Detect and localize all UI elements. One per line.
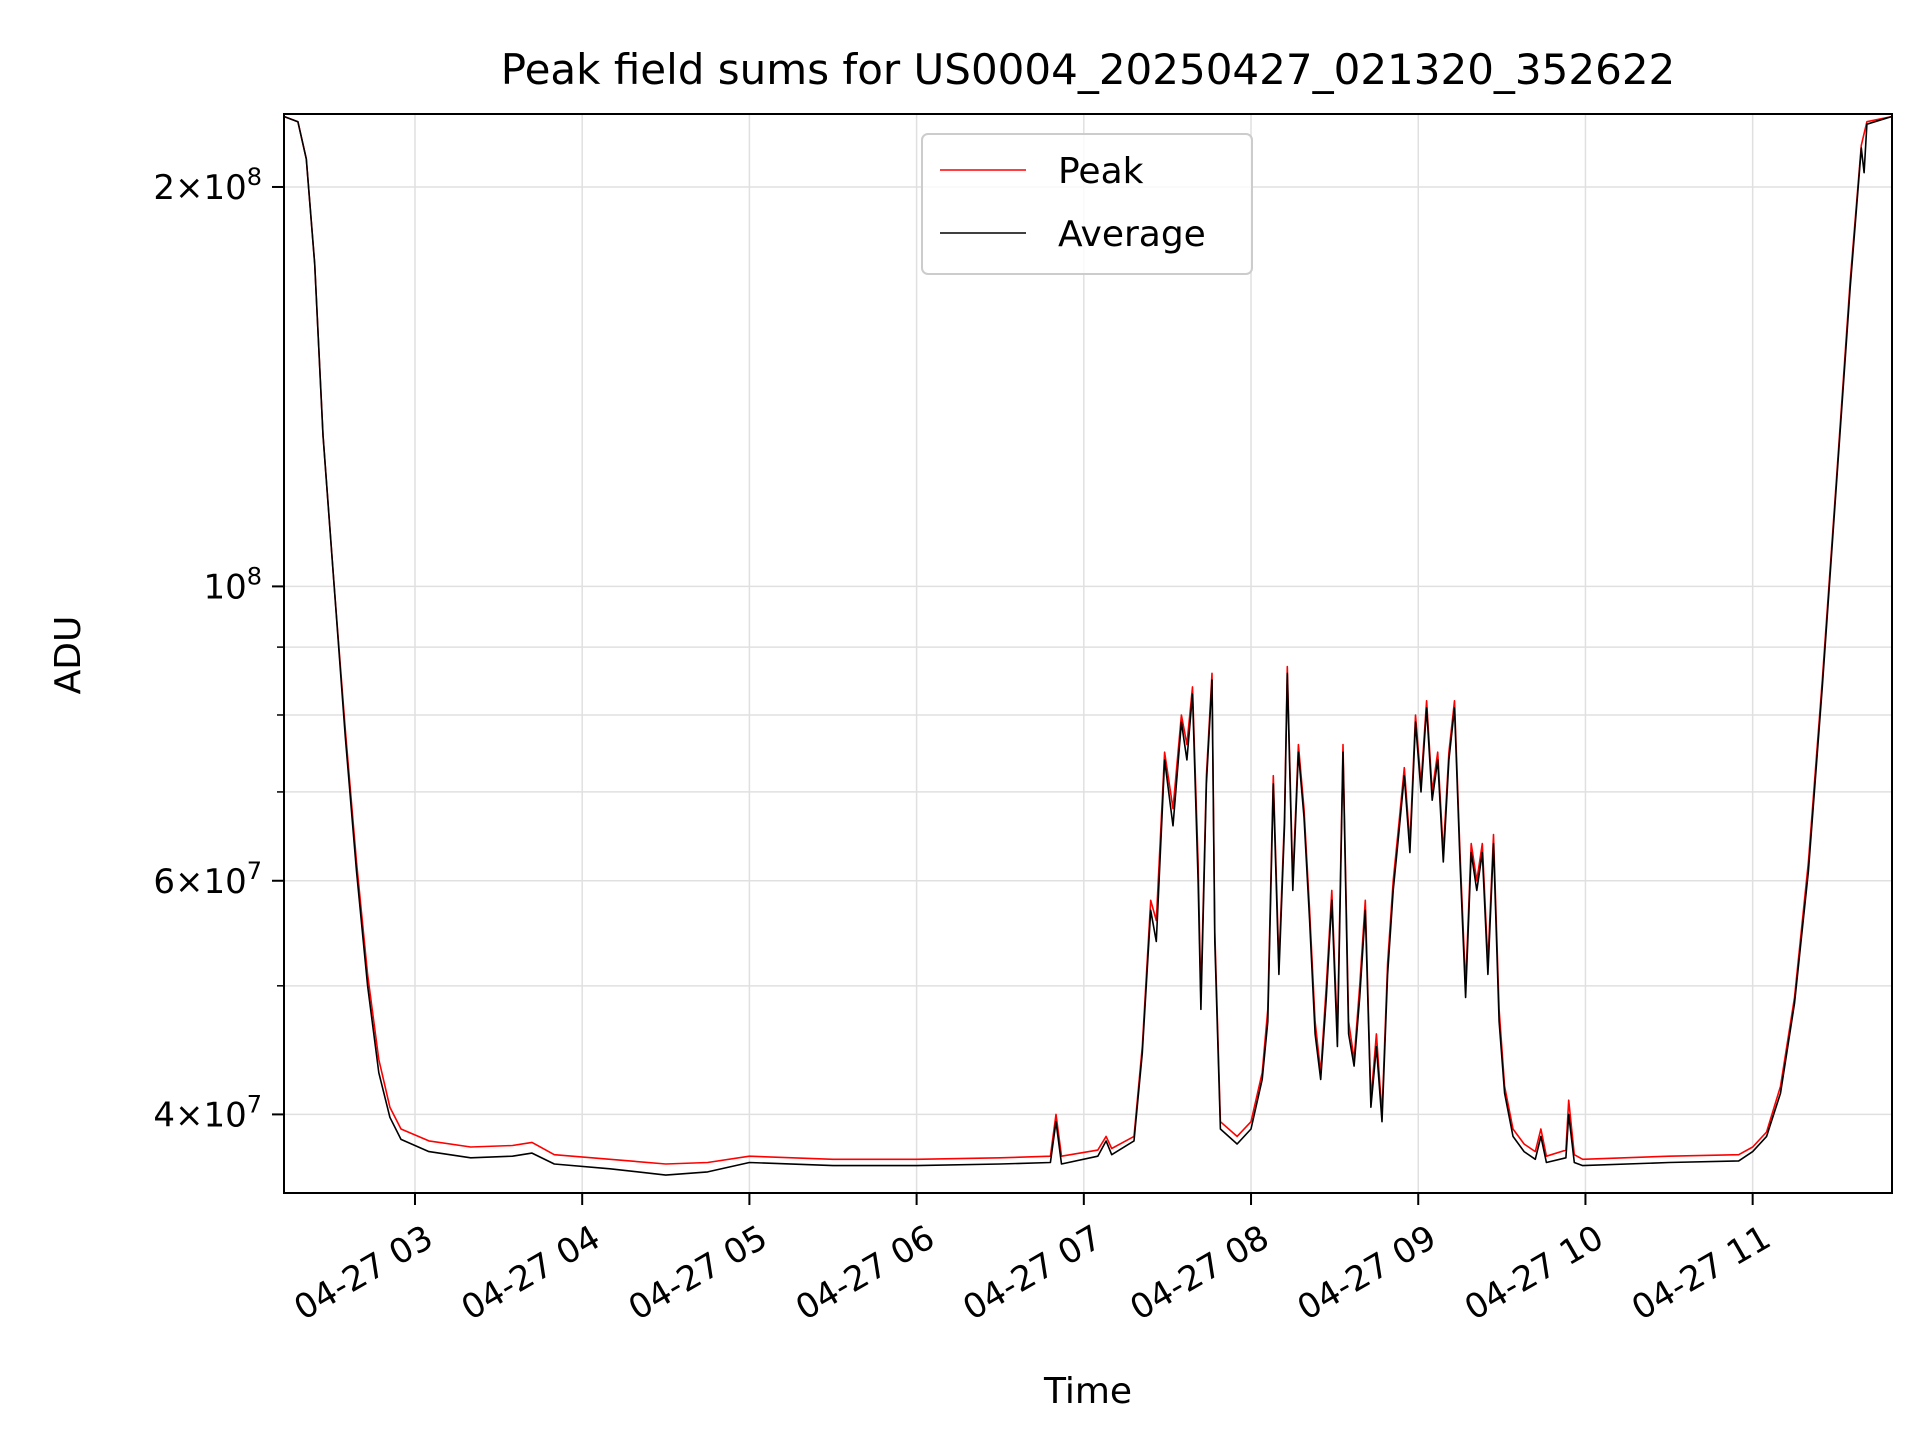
legend: Peak Average (921, 133, 1253, 275)
series-line-average (283, 115, 1893, 1176)
y-tick-label: 4×107 (153, 1090, 262, 1135)
legend-box (921, 133, 1253, 275)
x-axis-label: Time (1043, 1371, 1132, 1412)
y-tick-label: 6×107 (153, 857, 262, 902)
chart-title: Peak field sums for US0004_20250427_0213… (501, 45, 1676, 94)
legend-label-average: Average (1058, 214, 1206, 255)
y-axis: 4×107 6×107 108 2×108 (153, 163, 284, 1135)
y-axis-label: ADU (48, 616, 89, 695)
grid (284, 114, 1892, 1193)
series-layer (283, 115, 1893, 1176)
plot-frame (283, 113, 1893, 1194)
y-tick-label: 108 (203, 562, 262, 607)
y-tick-label: 2×108 (153, 163, 262, 208)
legend-label-peak: Peak (1058, 151, 1144, 192)
